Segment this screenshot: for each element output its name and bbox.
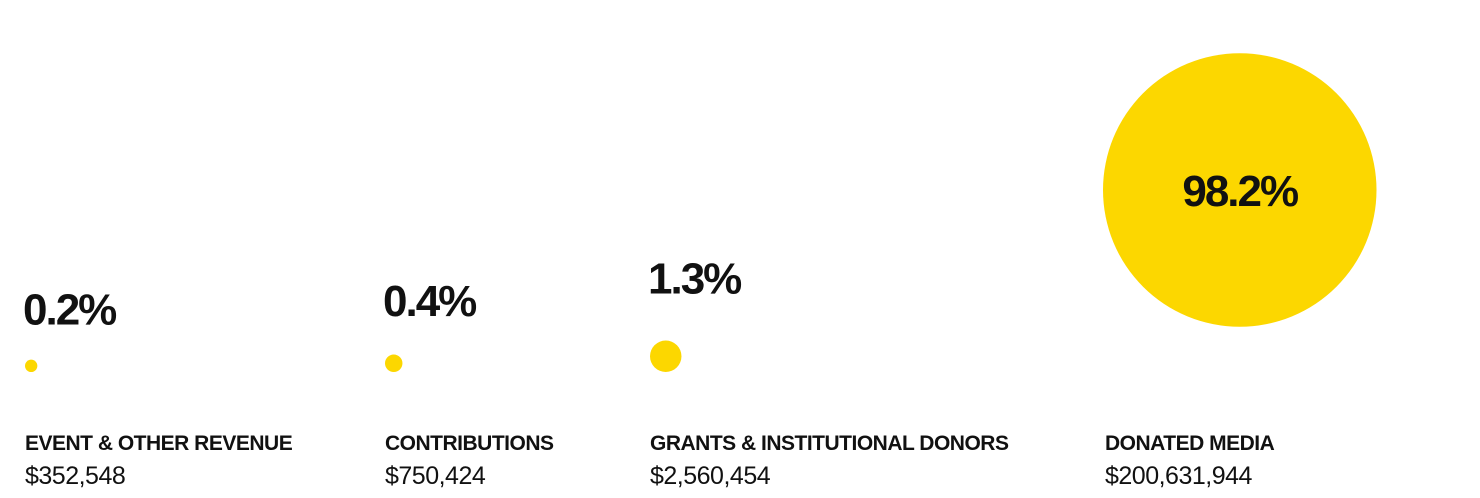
amount-label: $352,548: [25, 462, 125, 490]
category-label: DONATED MEDIA: [1105, 432, 1275, 455]
amount-label: $2,560,454: [650, 462, 771, 490]
category-label: CONTRIBUTIONS: [385, 432, 554, 455]
amount-label: $750,424: [385, 462, 486, 490]
category-label: EVENT & OTHER REVENUE: [25, 432, 293, 455]
value-label: 0.2%: [23, 285, 116, 334]
value-label: 98.2%: [1182, 167, 1298, 216]
bubble: [385, 354, 403, 373]
bubble: [25, 359, 38, 373]
value-label: 0.4%: [383, 277, 476, 326]
category-label: GRANTS & INSTITUTIONAL DONORS: [650, 432, 1009, 455]
bubble: [650, 340, 682, 372]
bubble: [1103, 53, 1377, 327]
value-label: 1.3%: [648, 255, 741, 304]
amount-label: $200,631,944: [1105, 462, 1253, 490]
